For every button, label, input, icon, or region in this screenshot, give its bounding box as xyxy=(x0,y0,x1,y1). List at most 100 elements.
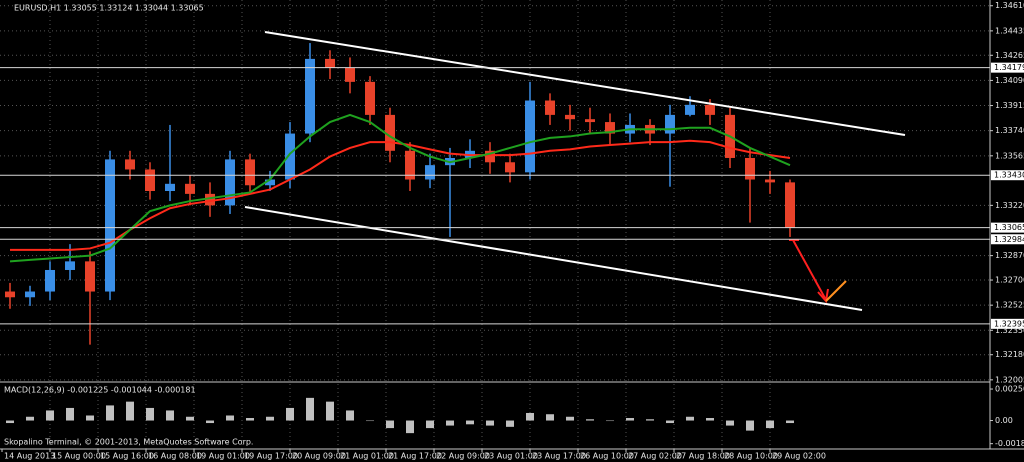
macd-bar xyxy=(106,405,114,421)
candle-body xyxy=(385,114,395,151)
level-box xyxy=(991,170,1024,181)
y-tick-label: 1.34090 xyxy=(995,76,1024,85)
macd-bar xyxy=(466,420,474,425)
y-tick-label: 1.33740 xyxy=(995,126,1024,135)
macd-bar xyxy=(646,419,654,421)
level-label: 1.34179 xyxy=(994,63,1024,72)
candle-body xyxy=(205,193,215,206)
level-label: 1.33430 xyxy=(994,171,1024,180)
macd-bar xyxy=(386,420,394,429)
x-tick-label: 27 Aug 02:00 xyxy=(628,452,682,461)
level-label: 1.33065 xyxy=(994,223,1024,232)
macd-bar xyxy=(46,410,54,421)
y-tick-label: 1.33565 xyxy=(995,151,1024,160)
footer: Skopalino Terminal, © 2001-2013, MetaQuo… xyxy=(4,438,253,447)
macd-tick-label: 0.002501 xyxy=(995,385,1024,394)
macd-bar xyxy=(126,401,134,421)
y-tick-label: 1.34265 xyxy=(995,51,1024,60)
rebound-line xyxy=(825,280,847,302)
macd-bar xyxy=(226,415,234,421)
candle-body xyxy=(605,122,615,134)
y-tick-label: 1.32180 xyxy=(995,350,1024,359)
macd-bar xyxy=(546,414,554,421)
x-tick-label: 23 Aug 17:00 xyxy=(532,452,586,461)
macd-bar xyxy=(506,420,514,427)
candle-body xyxy=(745,157,755,180)
candle-body xyxy=(165,183,175,191)
candle-body xyxy=(105,159,115,292)
macd-bar xyxy=(526,412,534,421)
macd-bar xyxy=(706,418,714,421)
y-tick-label: 1.32700 xyxy=(995,276,1024,285)
macd-bar xyxy=(266,416,274,421)
macd-bar xyxy=(406,420,414,434)
x-tick-label: 28 Aug 10:00 xyxy=(724,452,778,461)
candle-body xyxy=(665,114,675,134)
x-tick-label: 15 Aug 00:00 xyxy=(52,452,106,461)
candle-body xyxy=(305,58,315,134)
macd-bar xyxy=(626,418,634,421)
candle-body xyxy=(785,182,795,228)
macd-bar xyxy=(606,420,614,422)
level-label: 1.32395 xyxy=(994,319,1024,328)
x-tick-label: 29 Aug 02:00 xyxy=(772,452,826,461)
macd-bar xyxy=(86,415,94,421)
candle-body xyxy=(245,159,255,186)
macd-bar xyxy=(66,407,74,421)
chart-title: EURUSD,H1 1.33055 1.33124 1.33044 1.3306… xyxy=(14,4,204,13)
macd-bar xyxy=(206,420,214,424)
forecast-arrow xyxy=(792,239,827,301)
y-tick-label: 1.32870 xyxy=(995,251,1024,260)
channel-lower xyxy=(244,206,863,311)
x-tick-label: 15 Aug 16:00 xyxy=(100,452,154,461)
macd-bar xyxy=(426,420,434,429)
moving-average xyxy=(9,113,791,263)
macd-bar xyxy=(446,420,454,426)
candle-body xyxy=(5,291,15,298)
macd-tick-label: -0.001837 xyxy=(995,439,1024,448)
macd-bar xyxy=(726,420,734,426)
candle-body xyxy=(65,261,75,270)
macd-bar xyxy=(306,397,314,421)
x-tick-label: 19 Aug 01:00 xyxy=(196,452,250,461)
x-tick-label: 19 Aug 17:00 xyxy=(244,452,298,461)
x-tick-label: 21 Aug 17:00 xyxy=(388,452,442,461)
candle-body xyxy=(545,100,555,115)
macd-bar xyxy=(766,420,774,429)
y-tick-label: 1.33915 xyxy=(995,101,1024,110)
candle-body xyxy=(225,159,235,206)
macd-bar xyxy=(786,420,794,424)
candle-body xyxy=(325,58,335,68)
candle-body xyxy=(145,169,155,191)
macd-bar xyxy=(486,420,494,426)
macd-bar xyxy=(166,410,174,421)
level-box xyxy=(991,234,1024,245)
macd-bar xyxy=(326,401,334,421)
y-tick-label: 1.32525 xyxy=(995,301,1024,310)
x-tick-label: 27 Aug 18:00 xyxy=(676,452,730,461)
candle-body xyxy=(565,114,575,120)
macd-bar xyxy=(346,410,354,421)
level-box xyxy=(991,222,1024,233)
y-tick-label: 1.32350 xyxy=(995,326,1024,335)
candle-body xyxy=(705,104,715,115)
plot xyxy=(5,43,795,345)
macd-tick-label: 0.00 xyxy=(995,416,1013,425)
macd-bar xyxy=(686,416,694,421)
grid xyxy=(0,0,990,449)
candle-body xyxy=(585,119,595,123)
candle-body xyxy=(365,81,375,115)
macd-bar xyxy=(186,416,194,421)
candle-body xyxy=(125,159,135,170)
candle-body xyxy=(685,104,695,115)
x-tick-label: 20 Aug 09:00 xyxy=(292,452,346,461)
candle-body xyxy=(345,67,355,82)
candle-body xyxy=(25,291,35,298)
macd-bar xyxy=(586,419,594,421)
macd-bar xyxy=(666,420,674,424)
x-tick-label: 22 Aug 09:00 xyxy=(436,452,490,461)
level-box xyxy=(991,318,1024,329)
macd-bar xyxy=(26,416,34,421)
